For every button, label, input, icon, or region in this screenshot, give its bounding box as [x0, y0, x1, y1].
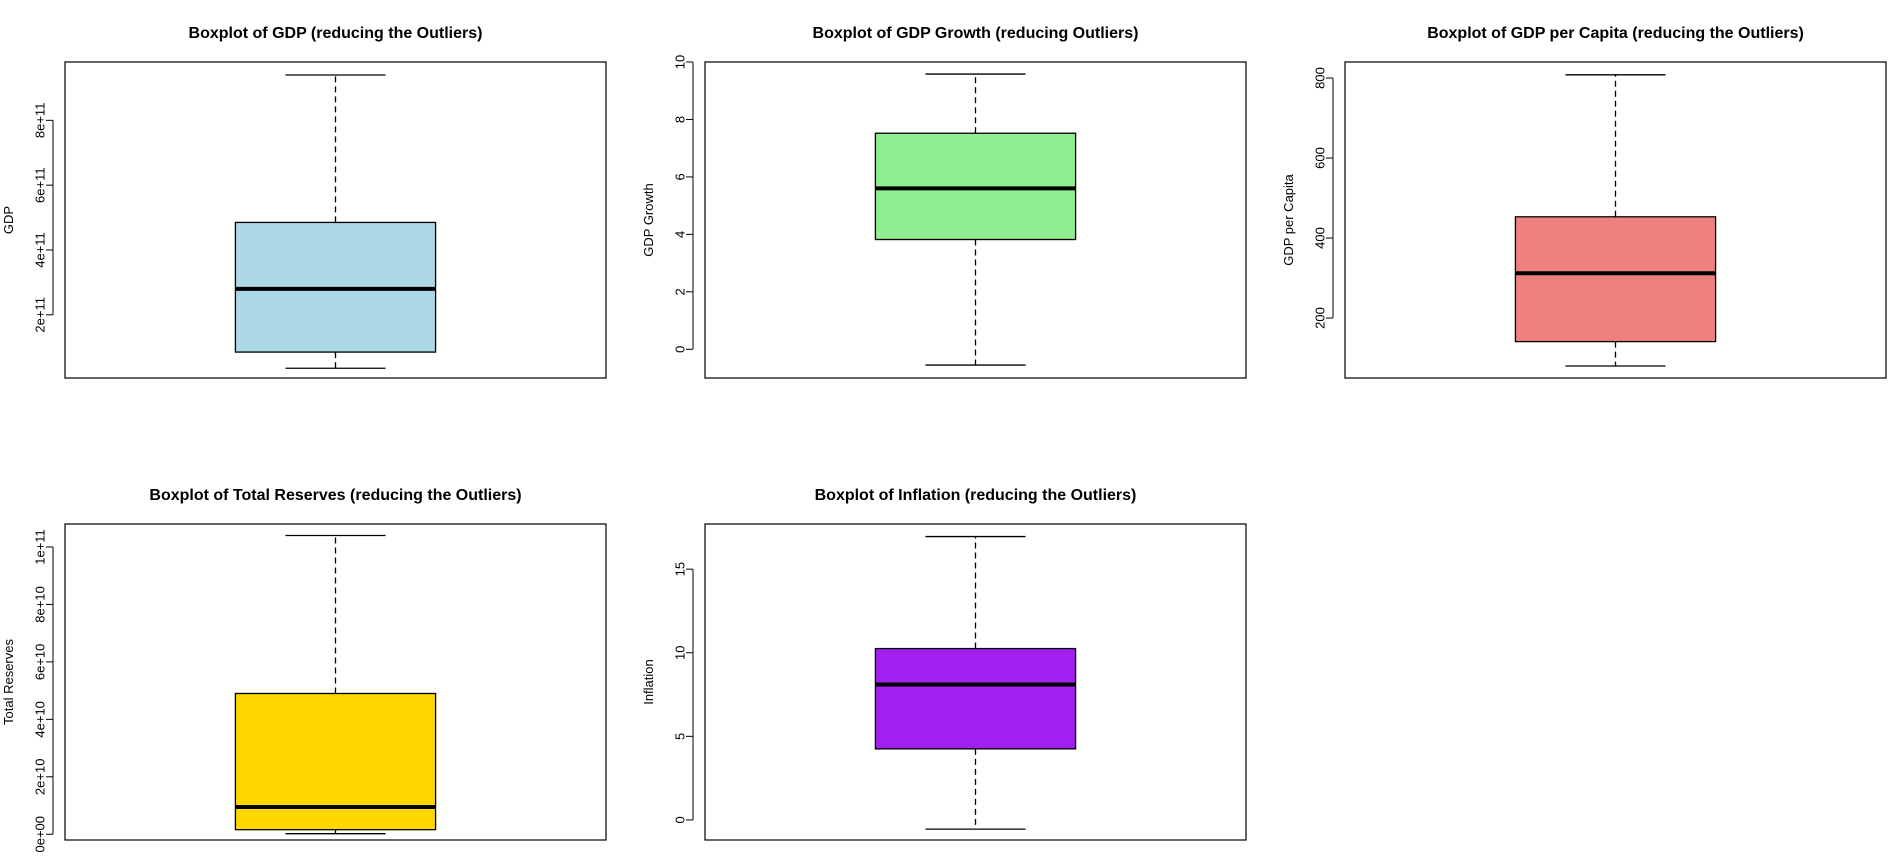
y-axis-label: Inflation: [641, 659, 656, 705]
y-tick-label: 2e+10: [33, 759, 48, 796]
y-tick-label: 6e+11: [33, 167, 48, 203]
y-tick-label: 15: [673, 562, 688, 576]
y-tick-label: 200: [1313, 307, 1328, 329]
boxplot-panel-2: Boxplot of GDP Growth (reducing Outliers…: [641, 25, 1247, 379]
y-tick-label: 400: [1313, 227, 1328, 249]
iqr-box: [874, 647, 1077, 750]
y-tick-label: 10: [673, 55, 688, 69]
chart-title: Boxplot of Total Reserves (reducing the …: [149, 487, 521, 504]
y-tick-label: 10: [673, 646, 688, 660]
iqr-box: [1514, 216, 1717, 343]
y-tick-label: 6e+10: [33, 644, 48, 681]
y-tick-label: 0: [673, 816, 688, 823]
chart-title: Boxplot of GDP per Capita (reducing the …: [1427, 25, 1804, 42]
y-tick-label: 5: [673, 733, 688, 740]
y-axis-label: Total Reserves: [1, 639, 16, 725]
y-tick-label: 8e+10: [33, 586, 48, 623]
y-tick-label: 1e+11: [33, 529, 48, 565]
y-tick-label: 6: [673, 173, 688, 180]
y-tick-label: 0: [673, 346, 688, 353]
y-tick-label: 0e+00: [33, 816, 48, 853]
y-tick-label: 4e+10: [33, 701, 48, 738]
y-tick-label: 4: [673, 231, 688, 238]
plot-frame: [64, 523, 607, 841]
y-tick-label: 2e+11: [33, 297, 48, 333]
iqr-box: [234, 692, 437, 831]
y-axis-label: GDP: [1, 206, 16, 234]
plot-frame: [704, 523, 1247, 841]
boxplot-panel-1: Boxplot of GDP (reducing the Outliers) GD…: [1, 25, 607, 379]
plot-frame: [1344, 61, 1887, 379]
y-tick-label: 8e+11: [33, 103, 48, 139]
plot-frame: [704, 61, 1247, 379]
y-axis-label: GDP Growth: [641, 183, 656, 256]
y-tick-label: 2: [673, 288, 688, 295]
chart-title: Boxplot of Inflation (reducing the Outli…: [815, 487, 1137, 504]
chart-title: Boxplot of GDP Growth (reducing Outliers…: [813, 25, 1139, 42]
boxplot-panel-5: Boxplot of Inflation (reducing the Outli…: [641, 487, 1247, 841]
boxplot-panel-3: Boxplot of GDP per Capita (reducing the …: [1281, 25, 1887, 379]
boxplot-panel-4: Boxplot of Total Reserves (reducing the …: [1, 487, 607, 853]
iqr-box: [874, 132, 1077, 241]
y-tick-label: 8: [673, 116, 688, 123]
plot-frame: [64, 61, 607, 379]
y-tick-label: 800: [1313, 67, 1328, 89]
y-axis-label: GDP per Capita: [1281, 173, 1296, 265]
y-tick-label: 600: [1313, 147, 1328, 169]
y-tick-label: 4e+11: [33, 232, 48, 268]
chart-title: Boxplot of GDP (reducing the Outliers): [189, 25, 483, 42]
